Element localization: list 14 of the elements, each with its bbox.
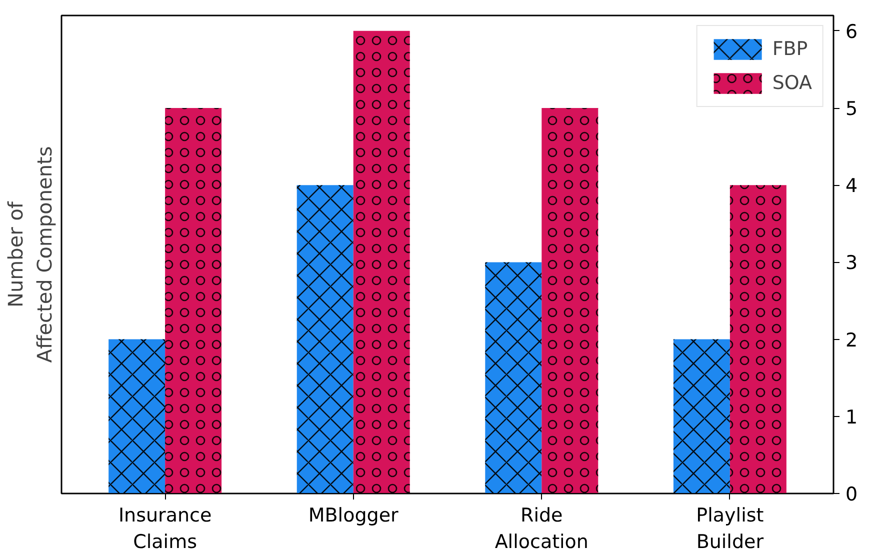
legend-label: FBP (772, 38, 808, 60)
y-tick-label: 2 (846, 329, 858, 352)
y-tick-label: 6 (846, 20, 858, 43)
y-axis-title: Number of Affected Components (4, 146, 56, 363)
y-tick-label: 1 (846, 406, 858, 428)
y-tick-label: 3 (846, 252, 858, 274)
x-tick-label: Ride Allocation (494, 504, 588, 553)
y-tick-label: 4 (846, 175, 858, 198)
x-tick-label: Insurance Claims (118, 504, 212, 553)
legend-label: SOA (772, 72, 812, 94)
y-tick-label: 5 (846, 98, 858, 120)
x-tick-label: Playlist Builder (696, 504, 764, 553)
y-tick-label: 0 (846, 484, 858, 506)
x-tick-label: MBlogger (308, 504, 399, 526)
